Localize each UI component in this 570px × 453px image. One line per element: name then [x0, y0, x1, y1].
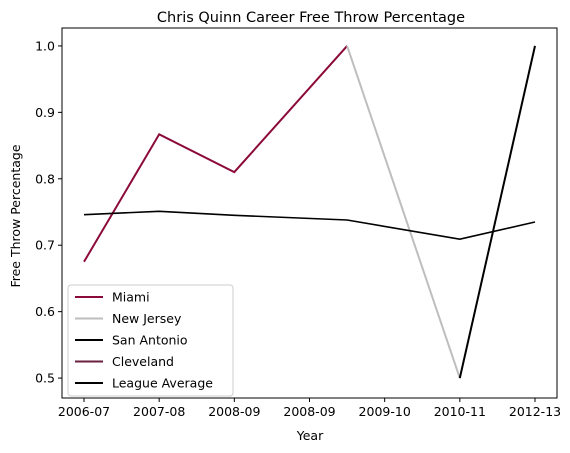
legend-label: New Jersey [112, 311, 182, 326]
legend-label: San Antonio [112, 333, 188, 348]
x-tick-label: 2008-09 [283, 404, 335, 419]
x-axis-label: Year [296, 428, 324, 443]
x-tick-label: 2009-10 [359, 404, 411, 419]
series-line-san-antonio [458, 45, 536, 379]
series-line-new-jersey [346, 45, 461, 379]
legend-label: League Average [112, 376, 213, 391]
y-tick-label: 0.7 [35, 238, 55, 253]
x-tick-label: 2006-07 [58, 404, 110, 419]
legend-label: Cleveland [112, 354, 174, 369]
chart-title: Chris Quinn Career Free Throw Percentage [157, 10, 465, 26]
y-tick-label: 0.9 [35, 105, 55, 120]
x-tick-label: 2012-13 [509, 404, 561, 419]
x-tick-label: 2008-09 [208, 404, 260, 419]
series-line-miami [83, 45, 348, 263]
y-axis-label: Free Throw Percentage [8, 144, 23, 287]
y-tick-label: 0.8 [35, 171, 55, 186]
x-tick-label: 2010-11 [434, 404, 486, 419]
y-tick-label: 0.6 [35, 304, 55, 319]
plot-area [83, 45, 536, 379]
legend-box [67, 284, 234, 397]
legend: Miami New Jersey San Antonio Cleveland Leagu… [67, 284, 234, 397]
y-tick-label: 0.5 [35, 371, 55, 386]
x-tick-label: 2007-08 [133, 404, 185, 419]
series-line-league-average [83, 210, 536, 241]
y-tick-label: 1.0 [35, 38, 55, 53]
legend-label: Miami [112, 290, 150, 305]
